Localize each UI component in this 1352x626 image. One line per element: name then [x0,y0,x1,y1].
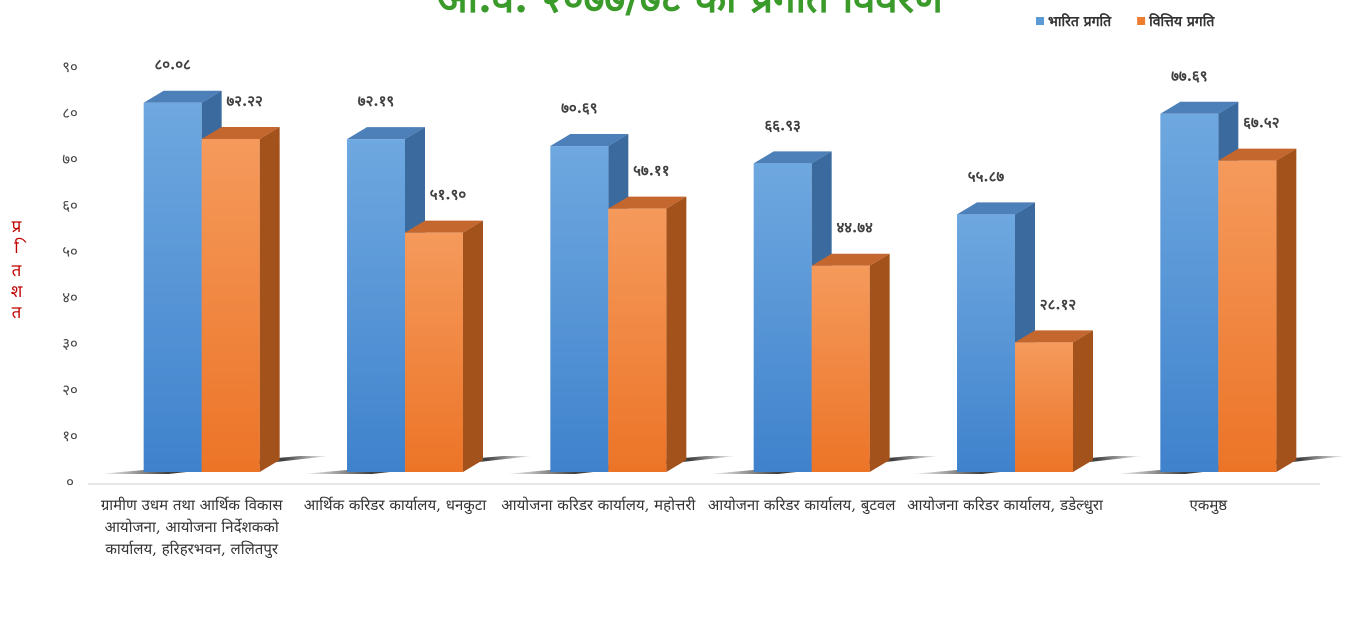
bar [201,126,280,473]
bar-front [347,139,405,472]
bar-front [753,163,812,472]
bar-top [143,90,222,103]
bar-top [811,253,890,266]
bar-side [463,220,483,472]
bar [405,220,483,472]
y-tick-label: ३० [62,335,78,353]
y-tick-label: १० [62,427,78,445]
bar-front [201,138,260,473]
bar-top [608,196,687,209]
bar-front [608,208,667,473]
data-label: ७२.१९ [358,92,394,110]
bar-top [405,220,483,233]
y-tick-label: ७० [62,150,78,168]
bar-side [1073,330,1093,472]
y-tick-label: २० [62,381,78,399]
legend-swatch [1036,17,1044,25]
bar-front [143,102,202,473]
data-label: ५५.८७ [968,167,1005,185]
y-tick-label: ० [66,473,74,491]
x-tick-label: आयोजना करिडर कार्यालय, डडेल्धुरा [907,496,1103,514]
bar [811,253,890,472]
y-tick-label: ९० [62,58,78,76]
x-tick-label: आयोजना करिडर कार्यालय, बुटवल [707,496,896,514]
x-tick-label: एकमुष्ठ [1189,496,1228,514]
bar-front [957,214,1015,472]
bar-top [1160,101,1239,114]
bar [1015,330,1093,472]
bar-top [550,134,629,147]
x-tick-label: आर्थिक करिडर कार्यालय, धनकुटा [303,496,487,514]
bar [1218,148,1297,472]
bar-top [957,202,1035,215]
bar-side [259,126,280,472]
bar-side [666,196,687,473]
legend-label: वित्तिय प्रगति [1148,13,1215,30]
y-tick-label: ५० [62,242,78,260]
data-label: ७७.६९ [1171,67,1207,85]
y-axis-label: प्रतिशत [5,214,25,321]
bar-front [405,232,463,472]
data-label: ५७.११ [633,162,669,180]
data-label: ८०.०८ [154,56,191,74]
bar-top [753,151,832,164]
y-tick-label: ४० [62,289,78,307]
y-tick-label: ८० [62,104,78,122]
bar-side [869,253,890,472]
bar-front [1218,160,1277,472]
bar-front [1160,113,1219,472]
x-tick-label: ग्रामीण उधम तथा आर्थिक विकास आयोजना, आयो… [100,496,283,558]
legend-label: भारित प्रगति [1048,13,1112,30]
bar-top [1015,330,1093,343]
bar-top [201,126,280,139]
data-label: ६७.५२ [1243,114,1279,132]
bar-front [550,146,609,472]
data-label: ७०.६९ [561,99,597,117]
data-label: ६६.९३ [764,116,800,134]
bar-top [347,127,425,140]
bar-front [811,265,870,472]
data-label: २८.१२ [1040,295,1076,313]
legend-swatch [1137,17,1146,25]
x-tick-label: आयोजना करिडर कार्यालय, महोत्तरी [501,496,696,514]
data-label: ४४.७४ [836,219,873,237]
data-label: ५१.९० [430,186,467,204]
bar-top [1218,148,1297,161]
chart-title: आ.व. २०७७/७८ को प्रगति विवरण [437,0,945,22]
bar-front [1015,342,1073,472]
y-tick-label: ६० [62,196,78,214]
data-label: ७२.२२ [226,92,262,110]
bar-side [1276,148,1297,472]
bar [608,196,687,473]
